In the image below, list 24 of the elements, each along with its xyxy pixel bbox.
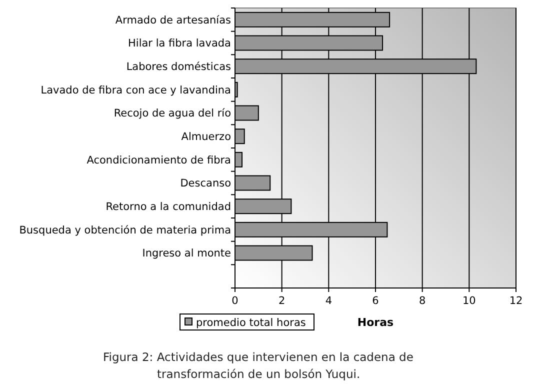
legend-label: promedio total horas [196,317,306,329]
text: Figura 2: Actividades que intervienen en la cadena de transformación de un bolsón Yuqui. [103,350,414,381]
x-tick-label: 10 [462,295,476,307]
y-tick-label: Ingreso al monte [142,248,231,260]
bar [234,175,271,191]
y-tick-label: Labores domésticas [126,61,231,74]
x-tick-label: 8 [418,295,426,307]
bar [234,128,245,144]
x-tick-label: 0 [232,295,238,307]
x-tick-label: 4 [325,295,332,307]
x-tick-label: 12 [509,295,523,307]
y-tick-label: Recojo de agua del río [114,108,231,120]
y-tick-label: Hilar la fibra lavada [128,38,231,50]
y-tick-label: Almuerzo [181,131,231,144]
y-tick-label: Busqueda y obtención de materia prima [19,224,231,236]
y-tick-label: Acondicionamiento de fibra [86,154,231,166]
x-tick-label: 6 [372,295,380,307]
y-tick-label: Descanso [180,178,231,190]
x-tick-label: 2 [278,295,286,307]
y-tick-label: Armado de artesanías [115,14,231,26]
x-axis-title: Horas [357,316,394,329]
bar [234,105,259,121]
y-tick-label: Retorno a la comunidad [106,201,231,214]
y-tick-label: Lavado de fibra con ace y lavandina [40,84,231,96]
